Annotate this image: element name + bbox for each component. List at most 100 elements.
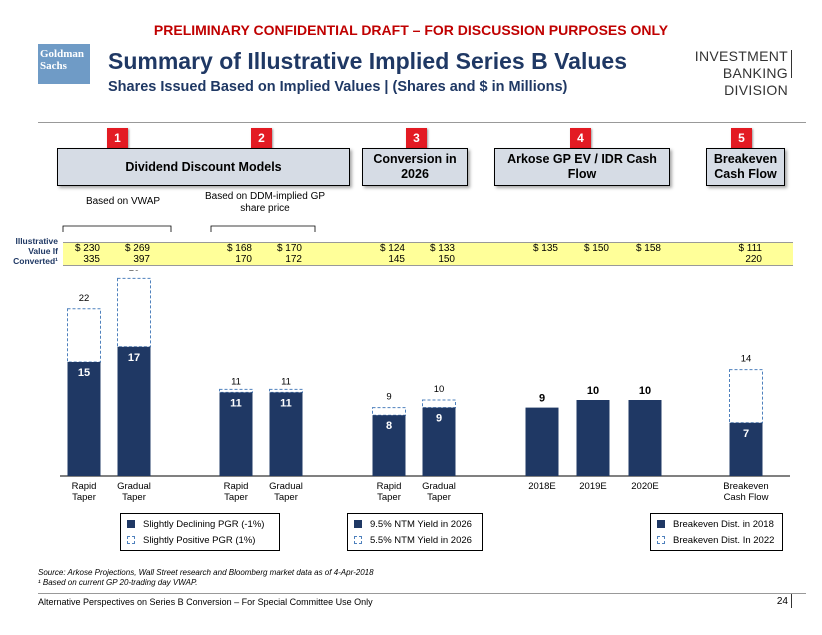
legend-text: Breakeven Dist. in 2018	[673, 519, 774, 530]
dashed-bar-label: 9	[386, 392, 391, 403]
solid-bar	[628, 400, 662, 476]
page-number: 24	[776, 596, 788, 607]
solid-swatch-icon	[354, 520, 362, 529]
band-cell: $ 230 335	[64, 243, 100, 265]
ddm-note: Based on DDM-implied GP share price	[204, 191, 326, 214]
dashed-bar	[422, 399, 456, 409]
solid-bar-label: 9	[436, 413, 442, 425]
solid-bar	[422, 407, 456, 476]
band-value-top: $ 230	[74, 243, 100, 254]
solid-bar-label: 10	[587, 385, 599, 397]
band-cell: $ 124 145	[369, 243, 405, 265]
band-cell: $ 269 397	[114, 243, 150, 265]
dashed-bar	[67, 308, 101, 363]
band-value-bottom: 150	[438, 254, 455, 265]
iv-label-line-3: Converted¹	[13, 256, 58, 266]
solid-bar	[269, 392, 303, 476]
band-value-top: $ 111	[738, 243, 762, 254]
band-value-top: $ 168	[226, 243, 252, 254]
section-badge-4: 4	[570, 128, 591, 149]
band-cell: $ 158	[625, 243, 661, 254]
conversion-header: Conversion in 2026	[362, 148, 468, 186]
dashed-bar-label: 26	[129, 270, 140, 273]
illustrative-value-label: Illustrative Value If Converted¹	[4, 236, 58, 266]
band-cell: $ 168 170	[216, 243, 252, 265]
vwap-bracket	[62, 225, 172, 232]
category-label: 2020E	[631, 481, 658, 492]
page-subtitle: Shares Issued Based on Implied Values | …	[108, 79, 568, 95]
logo-line-2: Sachs	[40, 60, 67, 72]
category-label: Rapid	[72, 481, 97, 492]
legend-breakeven: Breakeven Dist. in 2018 Breakeven Dist. …	[650, 513, 783, 551]
band-value-top: $ 124	[379, 243, 405, 254]
header-rule	[38, 122, 806, 123]
dashed-bar-label: 22	[79, 293, 90, 304]
confidential-banner: PRELIMINARY CONFIDENTIAL DRAFT – FOR DIS…	[153, 22, 669, 38]
solid-bar-label: 8	[386, 420, 392, 432]
category-label: Taper	[224, 492, 248, 503]
band-value-top: $ 158	[635, 243, 661, 254]
solid-bar-label: 10	[639, 385, 651, 397]
band-cell: $ 133 150	[419, 243, 455, 265]
division-line-2: DIVISION	[724, 82, 788, 98]
legend-ddm: Slightly Declining PGR (-1%) Slightly Po…	[120, 513, 280, 551]
section-badge-2: 2	[251, 128, 272, 149]
category-label: Rapid	[377, 481, 402, 492]
category-label: Taper	[72, 492, 96, 503]
legend-yield-dashed: 5.5% NTM Yield in 2026	[354, 533, 476, 549]
band-cell: $ 170 172	[266, 243, 302, 265]
source-note: Source: Arkose Projections, Wall Street …	[38, 568, 374, 588]
dashed-bar	[372, 407, 406, 416]
iv-label-line-2: Value If	[28, 246, 58, 256]
solid-bar-label: 11	[230, 397, 242, 409]
arkose-header: Arkose GP EV / IDR Cash Flow	[494, 148, 670, 186]
solid-bar	[219, 392, 253, 476]
solid-swatch-icon	[127, 520, 135, 529]
legend-text: Breakeven Dist. In 2022	[673, 535, 775, 546]
legend-text: Slightly Declining PGR (-1%)	[143, 519, 265, 530]
category-label: Gradual	[422, 481, 456, 492]
bar-chart: 2215RapidTaper2617GradualTaper1111RapidT…	[60, 270, 790, 503]
band-value-bottom: 172	[285, 254, 302, 265]
dashed-swatch-icon	[354, 536, 362, 545]
band-value-top: $ 133	[429, 243, 455, 254]
division-divider	[791, 50, 792, 78]
solid-bar	[372, 415, 406, 476]
dashed-bar	[117, 277, 151, 348]
legend-yield-solid: 9.5% NTM Yield in 2026	[354, 517, 476, 533]
solid-bar-label: 17	[128, 352, 140, 364]
division-line-1: INVESTMENT BANKING	[694, 48, 788, 81]
legend-ddm-dashed: Slightly Positive PGR (1%)	[127, 533, 273, 549]
category-label: Taper	[427, 492, 451, 503]
category-label: 2019E	[579, 481, 606, 492]
section-badge-1: 1	[107, 128, 128, 149]
band-value-bottom: 220	[745, 254, 762, 265]
band-value-top: $ 170	[276, 243, 302, 254]
band-value-top: $ 135	[532, 243, 558, 254]
dashed-bar-label: 11	[281, 376, 291, 387]
legend-yield: 9.5% NTM Yield in 2026 5.5% NTM Yield in…	[347, 513, 483, 551]
page-number-divider	[791, 594, 792, 608]
ddm-header: Dividend Discount Models	[57, 148, 350, 186]
iv-label-line-1: Illustrative	[15, 236, 58, 246]
band-value-top: $ 150	[583, 243, 609, 254]
logo-line-1: Goldman	[40, 48, 85, 60]
category-label: Taper	[122, 492, 146, 503]
dashed-bar-label: 10	[434, 384, 445, 395]
band-value-bottom: 145	[388, 254, 405, 265]
legend-text: Slightly Positive PGR (1%)	[143, 535, 256, 546]
band-cell: $ 111 220	[726, 243, 762, 265]
dashed-bar	[219, 388, 253, 393]
dashed-bar-label: 14	[741, 354, 752, 365]
solid-bar	[525, 407, 559, 476]
footer-text: Alternative Perspectives on Series B Con…	[38, 597, 373, 607]
dashed-bar-label: 11	[231, 376, 241, 387]
category-label: Gradual	[269, 481, 303, 492]
band-cell: $ 135	[522, 243, 558, 254]
band-value-top: $ 269	[124, 243, 150, 254]
page-title: Summary of Illustrative Implied Series B…	[108, 48, 627, 74]
ddm-bracket	[210, 225, 316, 232]
category-label: 2018E	[528, 481, 555, 492]
section-badge-5: 5	[731, 128, 752, 149]
